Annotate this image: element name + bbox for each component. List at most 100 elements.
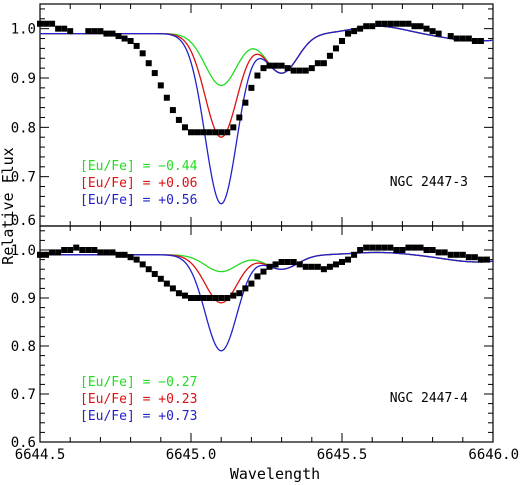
data-point [109,30,116,37]
data-point [206,295,213,301]
data-point [85,247,92,253]
y-tick-label: 1.0 [11,243,36,259]
data-point [417,244,424,251]
data-point [169,107,176,114]
data-point [387,244,394,251]
data-point [272,261,279,268]
data-point [175,116,182,123]
x-axis-ticklabels: 6644.5 6645.0 6645.5 6646.0 [15,447,519,463]
data-point [465,35,472,42]
data-point [326,52,333,59]
panel-label: NGC 2447-3 [390,175,468,190]
data-point [393,247,400,253]
data-point [459,251,466,258]
data-point [308,263,315,270]
x-axis-label: Wavelength [230,465,320,483]
data-point [254,273,261,280]
data-point [103,30,110,37]
data-point [260,65,267,72]
data-point [453,35,460,42]
data-point [151,271,158,277]
panel-label: NGC 2447-4 [390,391,468,406]
data-point [200,129,207,136]
data-point [471,254,478,261]
data-point [218,129,225,136]
data-point [194,295,201,301]
data-point [55,249,62,256]
data-point [188,129,194,136]
data-point [121,251,128,258]
data-point [453,251,460,258]
data-point [320,60,327,67]
data-point [61,247,68,253]
data-point [429,247,436,253]
data-point [91,28,98,35]
data-point [188,295,194,301]
data-point [357,247,364,253]
y-tick-label: 0.6 [11,213,36,229]
data-point [296,67,303,74]
data-point [278,259,285,265]
data-point [103,249,110,256]
y-tick-label: 0.7 [11,170,36,186]
data-point [206,129,213,136]
data-point [266,62,273,69]
data-point [200,295,207,301]
data-point [163,280,170,287]
data-point [284,259,291,265]
data-point [133,256,140,263]
data-point [314,263,321,270]
legend-entry: [Eu/Fe] = +0.73 [80,409,197,424]
data-point [37,251,43,258]
data-point [97,249,104,256]
series-line [40,25,494,205]
y-tick-label: 0.9 [11,71,36,87]
data-point [357,25,364,32]
data-point [157,275,164,282]
data-point [381,20,388,27]
data-point [278,62,285,69]
data-point [326,263,333,270]
data-point [67,28,74,35]
data-point [67,247,74,253]
data-point [375,20,382,27]
data-point [224,129,231,136]
data-point [290,67,297,74]
data-point [381,244,388,251]
data-point [127,254,134,261]
data-point [248,280,255,287]
data-point [393,20,400,27]
legend-entry: [Eu/Fe] = +0.23 [80,392,197,407]
data-point [139,261,146,268]
data-point [37,20,43,27]
data-point [320,266,327,273]
data-point [266,263,273,270]
data-point [339,38,345,44]
data-point [351,28,358,35]
data-point [254,72,261,79]
data-point [194,129,201,136]
data-point [212,295,219,301]
data-point [351,251,358,258]
data-point [369,23,376,30]
data-point [417,23,424,30]
legend-entry: [Eu/Fe] = +0.06 [80,176,197,191]
data-point [302,67,309,74]
data-point [423,247,430,253]
legend-entry: [Eu/Fe] = −0.27 [80,375,197,390]
data-point [43,20,50,27]
x-tick-label: 6645.5 [317,447,368,463]
y-axis-label: Relative Flux [0,147,17,264]
data-point [151,70,158,77]
data-point [242,99,249,106]
data-point [73,244,80,251]
data-point [248,84,255,91]
data-point [133,42,140,49]
data-point [97,28,104,35]
data-point [345,256,352,263]
data-point [435,30,442,37]
y-tick-label: 0.9 [11,291,36,307]
legend-entry: [Eu/Fe] = +0.56 [80,193,197,208]
